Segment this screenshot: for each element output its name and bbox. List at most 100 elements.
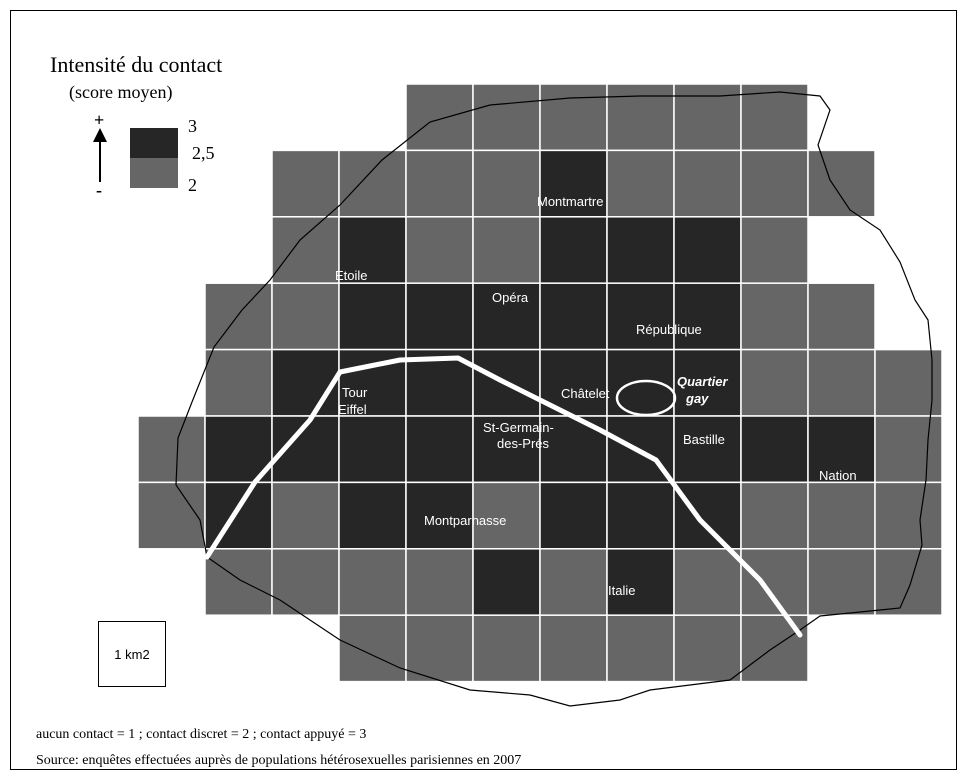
grid-cell bbox=[204, 282, 273, 351]
scale-box: 1 km2 bbox=[98, 621, 166, 687]
grid-cell bbox=[673, 348, 742, 417]
paris-boundary bbox=[175, 91, 933, 707]
grid-cell bbox=[271, 149, 340, 218]
grid-cell bbox=[673, 481, 742, 550]
place-label-italie: Italie bbox=[608, 583, 635, 598]
grid-cell bbox=[204, 548, 273, 616]
grid-cell bbox=[338, 149, 407, 218]
quartier-gay-outline bbox=[615, 379, 677, 417]
grid-cell bbox=[740, 481, 809, 550]
grid-cell bbox=[338, 216, 407, 284]
legend-label-3: 3 bbox=[188, 116, 197, 136]
grid-cell bbox=[539, 481, 608, 550]
grid-cell bbox=[137, 415, 206, 484]
place-label-etoile: Etoile bbox=[335, 268, 368, 283]
legend-label-2: 2 bbox=[188, 175, 197, 195]
grid-cell bbox=[472, 348, 541, 417]
place-label-montmartre: Montmartre bbox=[537, 194, 603, 209]
grid-cell bbox=[673, 282, 742, 351]
place-label-nation: Nation bbox=[819, 468, 857, 483]
grid-cell bbox=[740, 548, 809, 616]
grid-cell bbox=[405, 83, 474, 152]
grid-cell bbox=[472, 614, 541, 683]
grid-cell bbox=[740, 282, 809, 351]
grid-cell bbox=[740, 216, 809, 284]
grid-cell bbox=[807, 548, 876, 616]
grid-cell bbox=[874, 415, 943, 484]
grid-cell bbox=[472, 415, 541, 484]
scale-label: 1 km2 bbox=[114, 646, 150, 662]
grid-cell bbox=[606, 149, 675, 218]
place-label-montparnasse: Montparnasse bbox=[424, 513, 506, 528]
legend-subtitle: (score moyen) bbox=[69, 82, 173, 102]
grid-cell bbox=[874, 548, 943, 616]
grid-cell bbox=[338, 415, 407, 484]
grid-cell bbox=[740, 348, 809, 417]
grid-cell bbox=[472, 282, 541, 351]
grid-cell bbox=[338, 614, 407, 683]
grid-cell bbox=[204, 348, 273, 417]
grid-cell bbox=[606, 348, 675, 417]
grid-cell bbox=[606, 282, 675, 351]
place-label-republique: République bbox=[636, 322, 702, 337]
place-label-gay: gay bbox=[685, 391, 709, 406]
grid-cell bbox=[405, 216, 474, 284]
grid-cell bbox=[405, 415, 474, 484]
seine-river bbox=[204, 355, 803, 638]
grid-cell bbox=[137, 481, 206, 550]
grid-cell bbox=[472, 216, 541, 284]
place-label-bastille: Bastille bbox=[683, 432, 725, 447]
grid-cell bbox=[271, 548, 340, 616]
grid-cell bbox=[673, 548, 742, 616]
grid-cell bbox=[204, 481, 273, 550]
grid-cell bbox=[539, 282, 608, 351]
grid-cell bbox=[807, 282, 876, 351]
grid-cell bbox=[472, 149, 541, 218]
grid-cell bbox=[271, 216, 340, 284]
grid-cell bbox=[338, 481, 407, 550]
grid-cell bbox=[673, 83, 742, 152]
place-label-opera: Opéra bbox=[492, 290, 529, 305]
grid-cell bbox=[807, 415, 876, 484]
grid-cell bbox=[606, 216, 675, 284]
footnote-scoring: aucun contact = 1 ; contact discret = 2 … bbox=[36, 727, 367, 742]
grid-cell bbox=[539, 83, 608, 152]
grid-cell bbox=[673, 415, 742, 484]
grid-cell bbox=[539, 149, 608, 218]
grid-cell bbox=[874, 481, 943, 550]
grid-cell bbox=[539, 614, 608, 683]
place-label-eiffel: Eiffel bbox=[338, 402, 367, 417]
grid-cell bbox=[405, 149, 474, 218]
grid-cell bbox=[606, 614, 675, 683]
grid-cell bbox=[673, 216, 742, 284]
grid-cell bbox=[405, 548, 474, 616]
legend-swatch-low bbox=[130, 158, 178, 188]
grid-cell bbox=[271, 282, 340, 351]
place-label-quartier: Quartier bbox=[677, 374, 729, 389]
grid-cell bbox=[673, 149, 742, 218]
place-label-tour: Tour bbox=[342, 385, 368, 400]
grid-cell bbox=[807, 149, 876, 218]
legend-title: Intensité du contact bbox=[50, 52, 223, 77]
intensity-grid bbox=[137, 83, 943, 683]
legend-plus-sign: + bbox=[94, 110, 105, 130]
grid-cell bbox=[673, 614, 742, 683]
grid-cell bbox=[807, 348, 876, 417]
grid-cell bbox=[606, 83, 675, 152]
place-label-des-pres: des-Prés bbox=[497, 436, 550, 451]
grid-cell bbox=[405, 282, 474, 351]
grid-cell bbox=[539, 548, 608, 616]
footnote-source: Source: enquêtes effectuées auprès de po… bbox=[36, 753, 522, 768]
grid-cell bbox=[606, 548, 675, 616]
arrow-up-icon bbox=[93, 128, 107, 182]
grid-cell bbox=[472, 548, 541, 616]
legend-swatch-high bbox=[130, 128, 178, 158]
grid-cell bbox=[740, 149, 809, 218]
place-label-st-germain: St-Germain- bbox=[483, 420, 554, 435]
grid-cell bbox=[606, 481, 675, 550]
grid-cell bbox=[740, 415, 809, 484]
grid-cell bbox=[338, 282, 407, 351]
grid-cell bbox=[874, 348, 943, 417]
legend-minus-sign: - bbox=[96, 180, 102, 200]
